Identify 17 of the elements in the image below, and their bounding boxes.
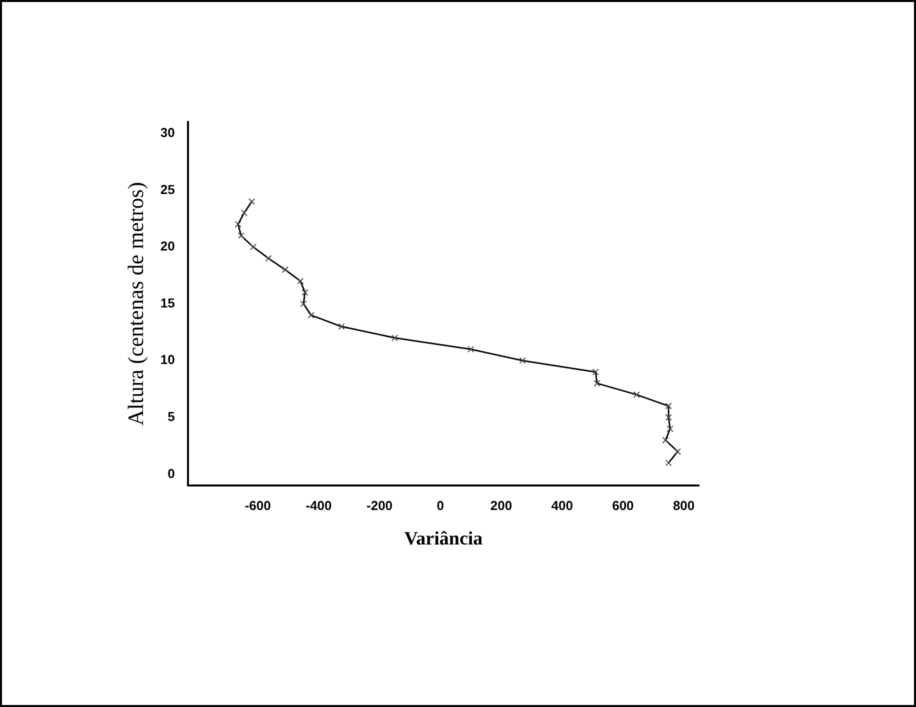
x-tick-label: -400 — [306, 498, 332, 513]
y-tick-label: 15 — [160, 295, 175, 310]
x-tick-label: -200 — [366, 498, 393, 513]
x-tick-label: 200 — [490, 498, 512, 513]
x-tick-label: 0 — [436, 498, 444, 513]
y-tick-label: 25 — [160, 182, 175, 197]
x-tick-label: 800 — [672, 498, 695, 513]
y-tick-label: 20 — [160, 238, 175, 254]
y-axis-title: Altura (centenas de metros) — [122, 182, 148, 426]
y-tick-label: 0 — [168, 466, 175, 481]
y-tick-label: 5 — [168, 409, 175, 424]
x-tick-label: -600 — [244, 498, 271, 513]
x-tick-label: 400 — [551, 498, 573, 513]
y-tick-label: 10 — [160, 352, 175, 368]
y-tick-label: 30 — [160, 124, 175, 140]
x-axis-title: Variância — [404, 528, 484, 550]
x-tick-label: 600 — [612, 498, 634, 513]
